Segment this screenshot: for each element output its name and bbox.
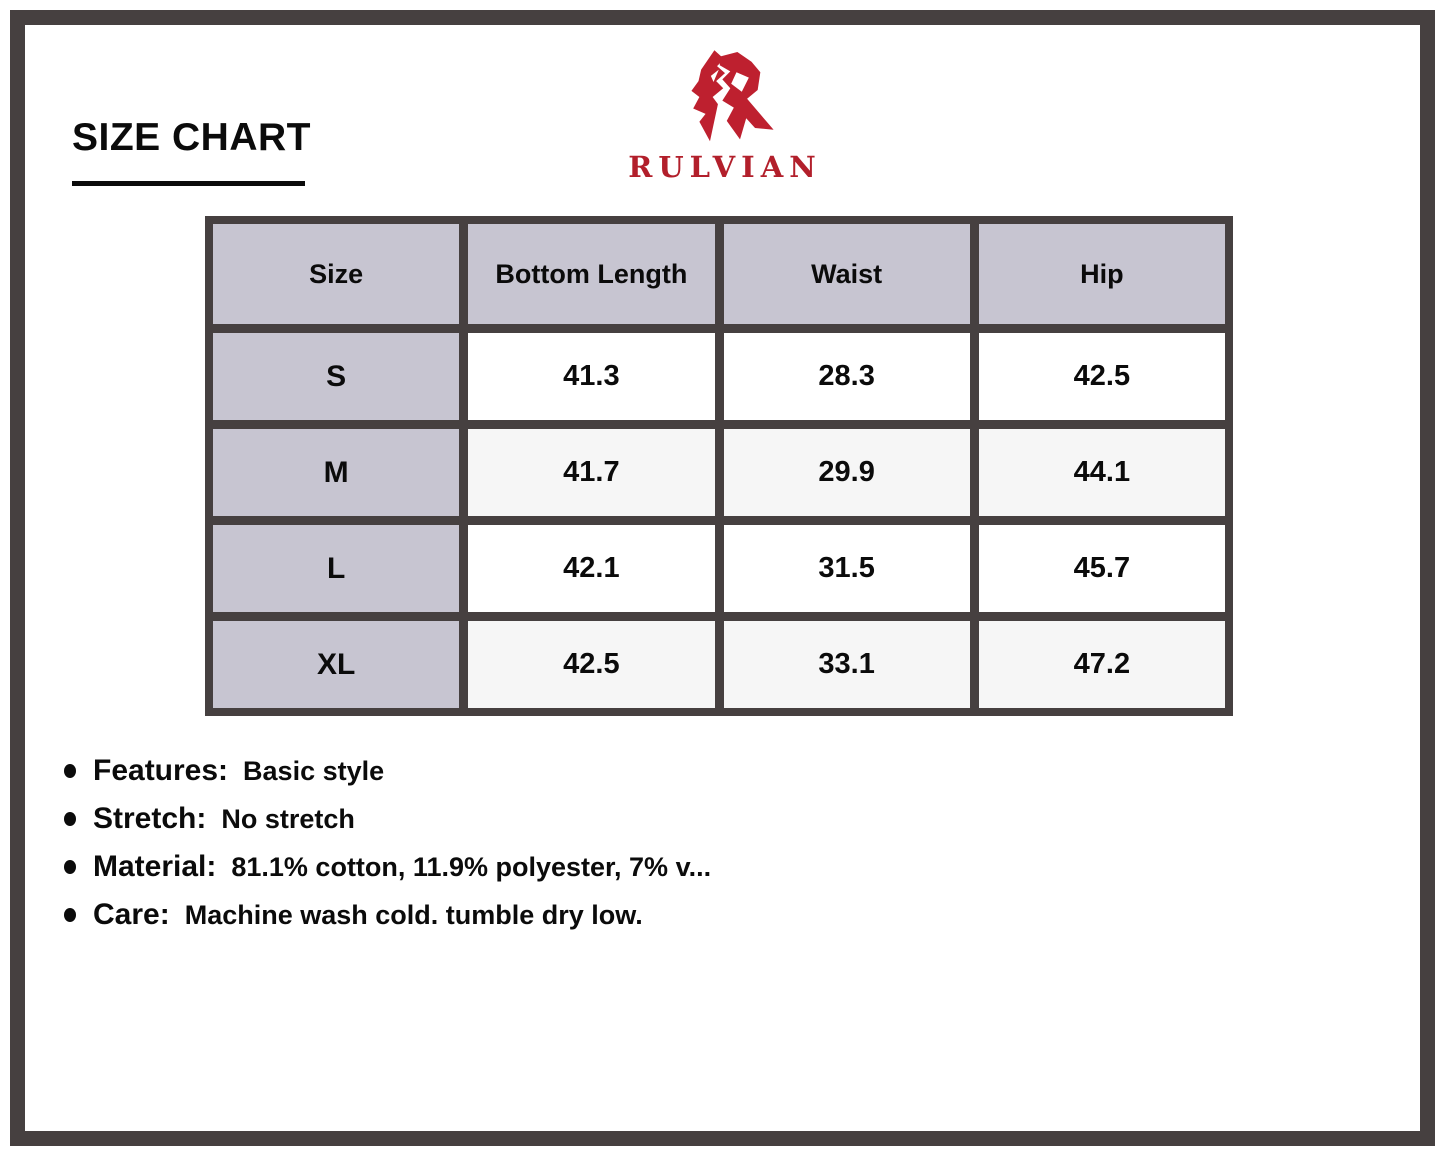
cell-s-hip: 42.5: [978, 333, 1225, 420]
row-label-l: L: [213, 525, 460, 612]
detail-label: Features:: [93, 754, 229, 787]
cell-l-bottom-length: 42.1: [468, 525, 715, 612]
row-label-s: S: [213, 333, 460, 420]
column-header-size: Size: [213, 224, 460, 324]
rulvian-r-logo-icon: [691, 50, 774, 142]
row-label-xl: XL: [213, 621, 460, 708]
cell-m-hip: 44.1: [978, 429, 1225, 516]
detail-line-stretch: Stretch: No stretch: [64, 802, 1164, 836]
cell-xl-waist: 33.1: [723, 621, 970, 708]
column-header-hip: Hip: [978, 224, 1225, 324]
detail-line-care: Care: Machine wash cold. tumble dry low.: [64, 898, 1164, 932]
page-border-frame: [10, 10, 1435, 1146]
bullet-icon: [64, 764, 76, 778]
bullet-icon: [64, 812, 76, 826]
title-underline: [72, 181, 305, 186]
detail-label: Material:: [93, 850, 217, 883]
cell-s-bottom-length: 41.3: [468, 333, 715, 420]
column-header-bottom-length: Bottom Length: [468, 224, 715, 324]
detail-line-material: Material: 81.1% cotton, 11.9% polyester,…: [64, 850, 1164, 884]
detail-value: 81.1% cotton, 11.9% polyester, 7% v...: [231, 852, 712, 882]
brand-name: RULVIAN: [628, 150, 822, 184]
cell-m-waist: 29.9: [723, 429, 970, 516]
column-header-waist: Waist: [723, 224, 970, 324]
cell-xl-hip: 47.2: [978, 621, 1225, 708]
detail-label: Care:: [93, 898, 170, 931]
detail-label: Stretch:: [93, 802, 207, 835]
detail-line-features: Features: Basic style: [64, 754, 1164, 788]
cell-l-waist: 31.5: [723, 525, 970, 612]
row-label-m: M: [213, 429, 460, 516]
page-title: SIZE CHART: [72, 116, 311, 159]
detail-value: No stretch: [221, 804, 355, 834]
cell-m-bottom-length: 41.7: [468, 429, 715, 516]
bullet-icon: [64, 860, 76, 874]
brand-logo: RULVIAN: [575, 44, 875, 184]
size-chart-table: Size Bottom Length Waist Hip S 41.3 28.3…: [205, 216, 1233, 716]
cell-s-waist: 28.3: [723, 333, 970, 420]
cell-xl-bottom-length: 42.5: [468, 621, 715, 708]
cell-l-hip: 45.7: [978, 525, 1225, 612]
detail-value: Machine wash cold. tumble dry low.: [184, 900, 643, 930]
product-details: Features: Basic style Stretch: No stretc…: [64, 754, 1164, 946]
detail-value: Basic style: [243, 756, 385, 786]
bullet-icon: [64, 908, 76, 922]
